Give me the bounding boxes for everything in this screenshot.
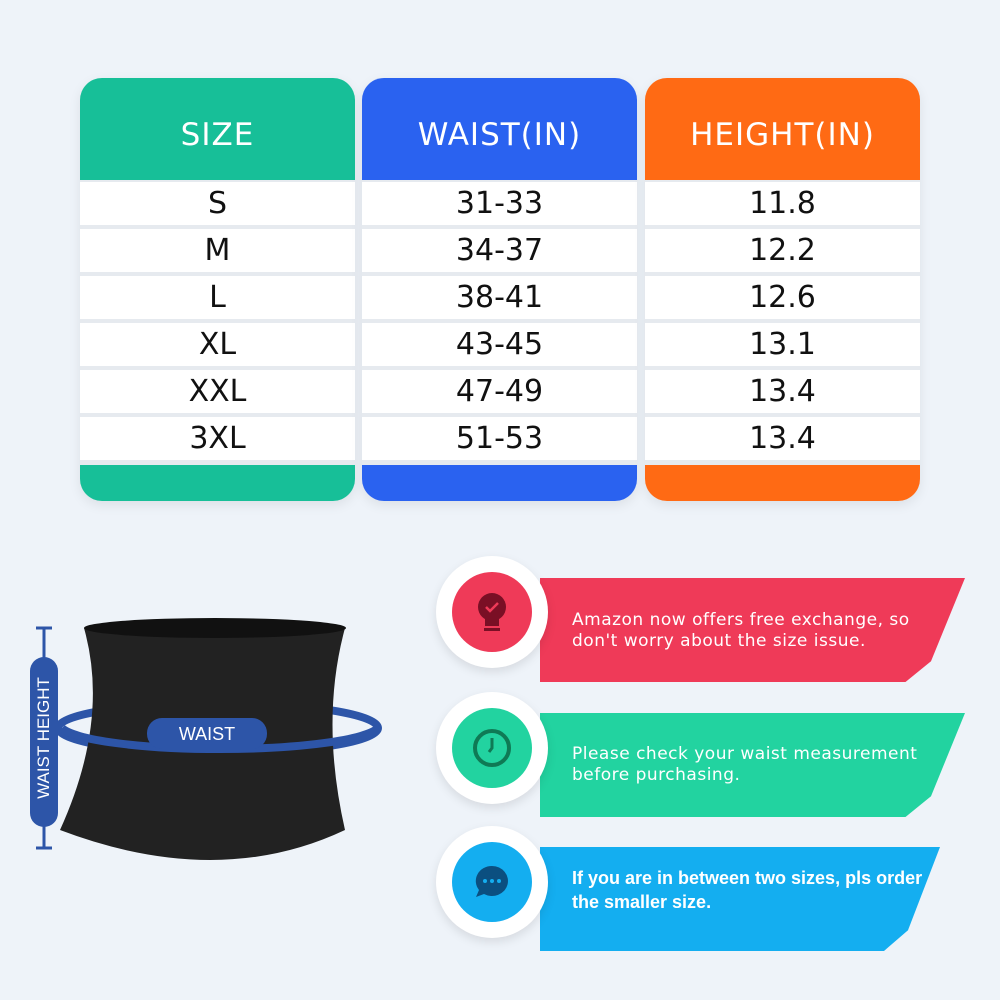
tip-icon-circle	[436, 826, 548, 938]
tip-banner-sizes	[540, 847, 940, 951]
height-cell: 13.4	[645, 417, 920, 460]
waist-ring-front	[59, 724, 381, 754]
size-header: SIZE	[80, 78, 355, 180]
size-footer	[80, 465, 355, 501]
chat-bubble-icon	[475, 865, 508, 897]
waist-cell: 47-49	[362, 370, 637, 413]
height-header: HEIGHT(IN)	[645, 78, 920, 180]
size-cell: L	[80, 276, 355, 319]
waist-label: WAIST	[178, 724, 236, 744]
tip-icon-circle	[436, 692, 548, 804]
waist-trainer-image	[30, 618, 382, 860]
waist-cell: 43-45	[362, 323, 637, 366]
height-cell: 12.6	[645, 276, 920, 319]
tip-banner-measure	[540, 713, 965, 817]
waist-cell: 31-33	[362, 182, 637, 225]
height-cell: 13.4	[645, 370, 920, 413]
height-cell: 12.2	[645, 229, 920, 272]
tip-icon-circle	[436, 556, 548, 668]
tip-text: If you are in between two sizes, pls ord…	[572, 868, 923, 912]
tip-text: Amazon now offers free exchange, so don'…	[572, 610, 910, 651]
tip-banner-exchange	[540, 578, 965, 682]
waist-trainer-top	[84, 618, 346, 638]
height-cell: 11.8	[645, 182, 920, 225]
size-cell: XL	[80, 323, 355, 366]
clock-icon	[473, 729, 511, 767]
waist-cell: 34-37	[362, 229, 637, 272]
lightbulb-check-icon	[478, 593, 506, 631]
waist-height-label: WAIST HEIGHT	[34, 677, 53, 799]
waist-footer	[362, 465, 637, 501]
size-cell: 3XL	[80, 417, 355, 460]
size-column: SIZE S M L XL XXL 3XL	[80, 78, 355, 501]
height-label-pill	[30, 657, 58, 827]
height-column: HEIGHT(IN) 11.8 12.2 12.6 13.1 13.4 13.4	[645, 78, 920, 501]
height-cell: 13.1	[645, 323, 920, 366]
waist-column: WAIST(IN) 31-33 34-37 38-41 43-45 47-49 …	[362, 78, 637, 501]
tip-text: Please check your waist measurement befo…	[572, 744, 918, 785]
height-footer	[645, 465, 920, 501]
waist-cell: 51-53	[362, 417, 637, 460]
waist-cell: 38-41	[362, 276, 637, 319]
waist-label-pill	[147, 718, 267, 749]
waist-header: WAIST(IN)	[362, 78, 637, 180]
size-cell: XXL	[80, 370, 355, 413]
size-cell: M	[80, 229, 355, 272]
size-cell: S	[80, 182, 355, 225]
